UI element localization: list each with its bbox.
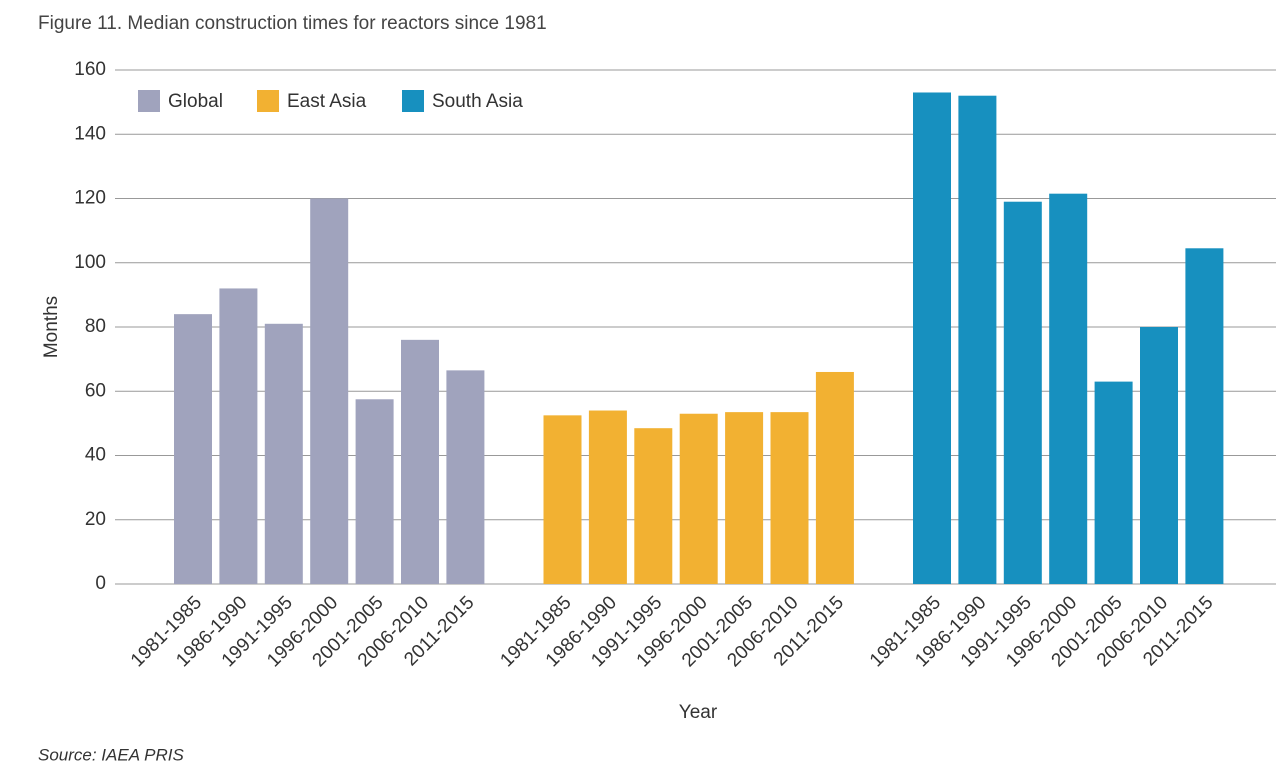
bar bbox=[958, 95, 997, 584]
y-tick-label: 100 bbox=[74, 252, 106, 273]
bar bbox=[913, 92, 951, 585]
bar bbox=[1094, 381, 1133, 584]
y-tick-label: 60 bbox=[85, 380, 106, 401]
source: Source: IAEA PRIS bbox=[38, 745, 184, 764]
y-tick-label: 140 bbox=[74, 123, 106, 144]
chart-title: Figure 11. Median construction times for… bbox=[38, 13, 547, 34]
legend-swatch bbox=[402, 90, 424, 112]
bar bbox=[310, 198, 349, 584]
legend-swatch bbox=[257, 90, 279, 112]
bar bbox=[174, 314, 212, 584]
y-axis-label: Months bbox=[41, 296, 62, 358]
bar bbox=[543, 415, 582, 584]
bar bbox=[770, 412, 809, 584]
bar bbox=[815, 371, 854, 584]
y-tick-label: 40 bbox=[85, 445, 106, 466]
x-axis-label: Year bbox=[679, 702, 718, 723]
bar bbox=[219, 288, 258, 584]
bar bbox=[1185, 248, 1224, 584]
bar bbox=[401, 339, 439, 584]
y-tick-label: 160 bbox=[74, 59, 106, 80]
y-tick-label: 80 bbox=[85, 316, 106, 337]
bar bbox=[679, 413, 718, 584]
y-tick-label: 120 bbox=[74, 188, 106, 209]
bar bbox=[1140, 327, 1178, 584]
bar bbox=[355, 399, 394, 584]
legend-label: South Asia bbox=[432, 91, 523, 112]
y-tick-label: 20 bbox=[85, 509, 106, 530]
legend-label: East Asia bbox=[287, 91, 367, 112]
y-tick-label: 0 bbox=[95, 573, 106, 594]
bar bbox=[634, 428, 673, 584]
bar bbox=[264, 323, 303, 584]
bar bbox=[1049, 193, 1088, 584]
legend-label: Global bbox=[168, 91, 223, 112]
bar bbox=[588, 410, 627, 584]
bar bbox=[725, 412, 764, 584]
bar bbox=[446, 370, 485, 584]
legend-swatch bbox=[138, 90, 160, 112]
bar bbox=[1003, 201, 1042, 584]
